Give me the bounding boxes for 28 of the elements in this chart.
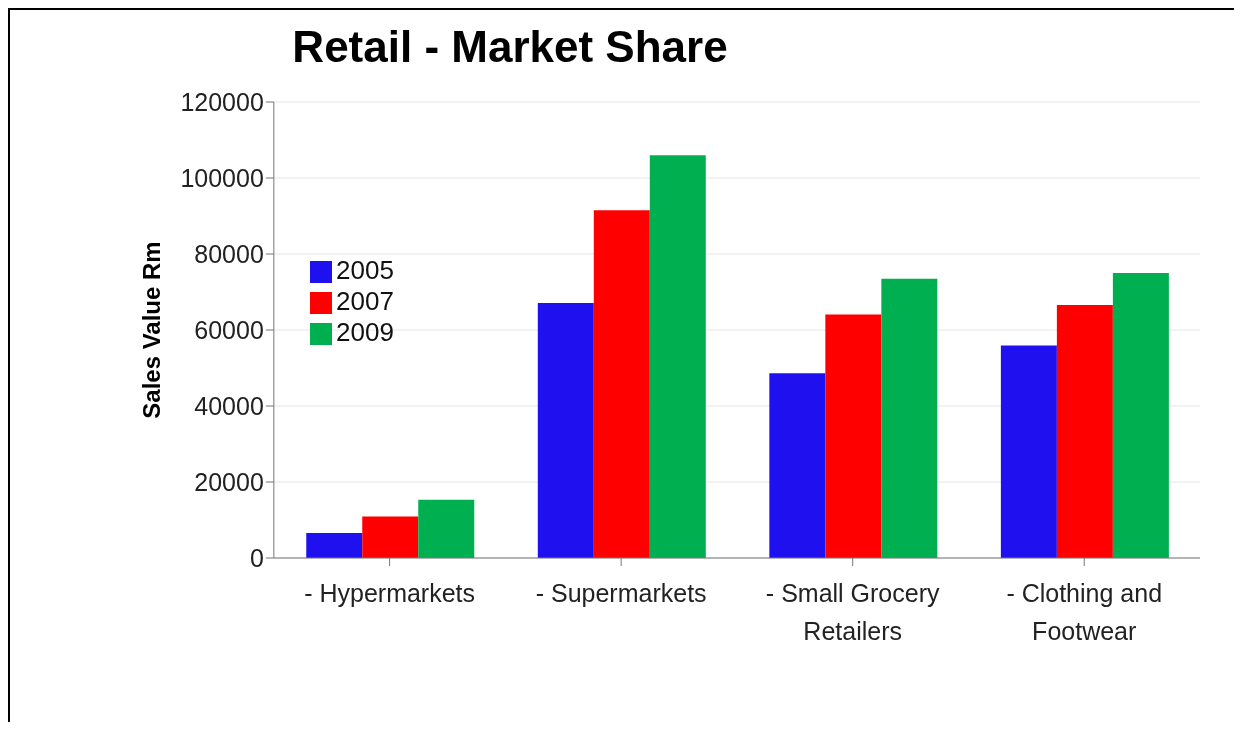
bar xyxy=(649,155,706,558)
x-tick-label: - Small Grocery Retailers xyxy=(765,579,940,645)
y-tick-label: 60000 xyxy=(194,315,264,344)
y-tick-label: 120000 xyxy=(180,87,264,116)
x-tick-label: - Supermarkets xyxy=(535,579,707,607)
bar xyxy=(306,532,363,558)
y-tick-label: 0 xyxy=(249,543,264,572)
legend-label: 2005 xyxy=(336,255,394,285)
bar xyxy=(1056,304,1113,558)
x-tick-label: - Hypermarkets xyxy=(304,579,476,607)
bar xyxy=(769,373,826,558)
bar xyxy=(418,499,475,558)
y-tick-label: 40000 xyxy=(194,391,264,420)
bar xyxy=(362,516,419,558)
bar xyxy=(881,278,938,558)
legend-label: 2007 xyxy=(336,286,394,316)
bar xyxy=(825,314,882,558)
bar xyxy=(537,303,594,558)
x-tick-label: - Clothing and Footwear xyxy=(1006,579,1163,645)
y-tick-label: 80000 xyxy=(194,239,264,268)
bar xyxy=(1112,273,1169,558)
chart-title: Retail - Market Share xyxy=(291,22,729,72)
bar xyxy=(593,210,650,558)
legend-label: 2009 xyxy=(336,317,394,347)
y-axis-title: Sales Value Rm xyxy=(138,241,166,419)
y-tick-label: 100000 xyxy=(180,163,264,192)
y-tick-label: 20000 xyxy=(194,467,264,496)
bar xyxy=(1000,345,1057,558)
